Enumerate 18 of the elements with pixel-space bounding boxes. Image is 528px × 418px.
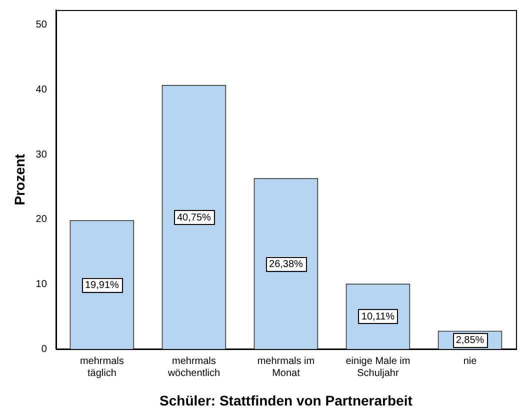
x-axis-title: Schüler: Stattfinden von Partnerarbeit [160,392,413,408]
data-label: 40,75% [176,212,212,224]
x-tick-label: nie [463,356,478,367]
data-label: 10,11% [361,312,395,323]
y-tick-label: 10 [36,279,48,290]
data-label: 26,38% [269,258,304,270]
y-tick-label: 30 [36,149,48,160]
x-tick-label: mehrmals täglich [80,356,124,379]
data-label: 2,85% [456,335,484,346]
y-tick-label: 20 [36,214,48,226]
data-label: 19,91% [84,280,119,291]
x-tick-label: einige Male im Schuljahr [346,356,410,379]
y-axis-title: Prozent [11,154,28,206]
x-tick-label: mehrmals im Monat [257,356,315,379]
x-tick-label: mehrmals wöchentlich [166,356,220,379]
y-tick-label: 50 [36,20,48,31]
y-tick-label: 40 [36,84,48,96]
y-tick-label: 0 [41,344,48,355]
